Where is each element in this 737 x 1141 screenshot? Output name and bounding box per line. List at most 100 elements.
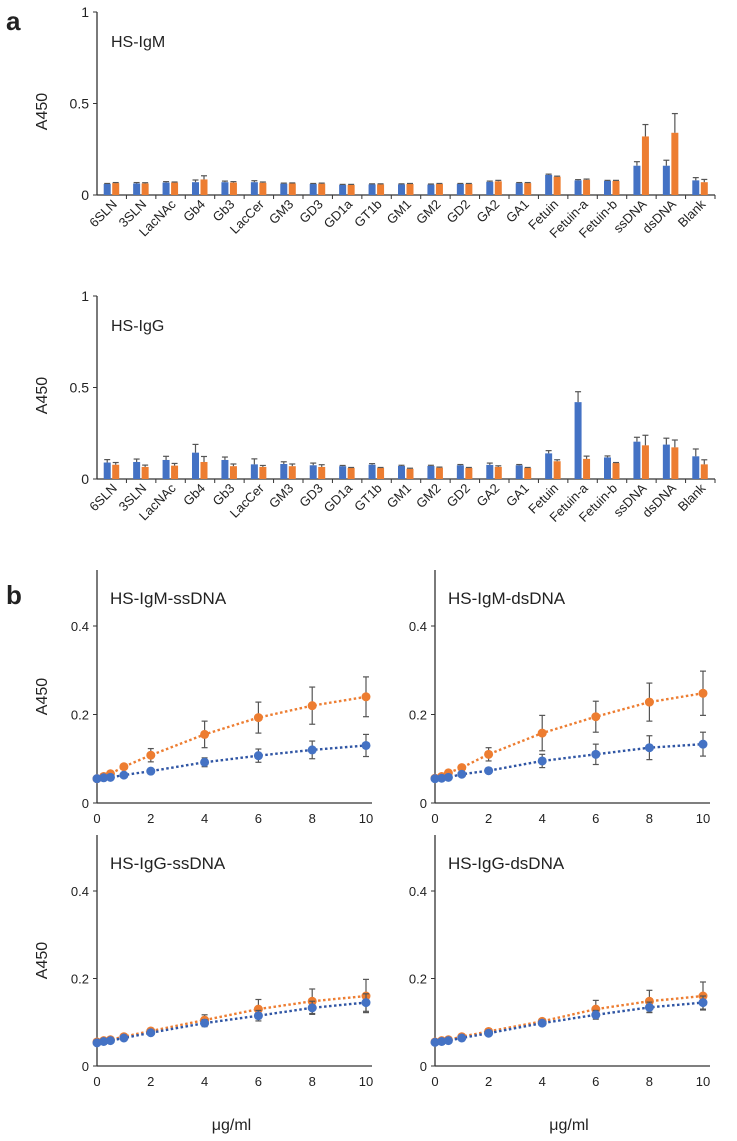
bar [221,459,229,479]
bar [103,462,111,479]
x-tick-label: GM2 [413,481,444,512]
y-axis-label: A450 [34,93,51,130]
line-chart-1: 0 0.2 0.4 0 2 4 6 8 10 HS-IgM-dsDNA [409,570,710,826]
x-tick-label: GM1 [384,197,415,228]
bar [545,174,553,195]
data-point [200,1018,210,1028]
x-tick-label: GM3 [266,197,297,228]
data-point [253,713,263,723]
x-tick-label: Blank [675,480,709,514]
x-tick-label: GT1b [351,197,385,231]
bar [612,463,620,479]
bar [288,183,296,195]
data-point [644,697,654,707]
x-tick-label: 10 [696,1074,710,1089]
data-point [146,1028,156,1038]
x-tick-label: GD2 [443,197,473,227]
data-point [484,749,494,759]
x-tick-label: LacCer [227,196,268,237]
data-point [698,998,708,1008]
bar [133,461,141,479]
x-tick-label: GA2 [473,481,502,510]
y-tick-label: 0.4 [409,619,427,634]
x-tick-label: 0 [93,1074,100,1089]
bar [633,441,641,479]
bar [377,468,385,479]
bar [309,465,317,479]
bar [318,183,326,195]
data-point [99,1037,109,1046]
bar [250,464,258,479]
x-tick-label: 2 [485,1074,492,1089]
bar [398,466,405,479]
bar [309,184,317,195]
bar [465,184,473,195]
data-point [698,688,708,698]
x-tick-label: 2 [485,811,492,826]
data-point [437,773,447,783]
y-tick-label: 0 [82,1059,89,1074]
bar [200,179,208,195]
bar [545,453,553,479]
bar [133,183,141,195]
data-point [698,739,708,749]
bar [553,176,561,195]
data-point [105,1036,115,1046]
data-point [591,712,601,722]
x-tick-label: dsDNA [639,480,679,520]
bar [604,457,611,479]
data-point [200,757,210,767]
bar [671,447,679,479]
data-point [484,1028,494,1038]
bar [103,184,111,195]
bar [347,184,355,195]
bar [221,182,229,195]
y-tick-label: 0.2 [409,708,427,723]
bar [259,182,267,195]
trend-line [434,742,704,780]
data-point [457,763,467,773]
x-tick-label: 6 [592,1074,599,1089]
bar [141,183,149,195]
bar [604,180,611,195]
trend-line [434,1001,704,1044]
x-tick-label: 8 [309,1074,316,1089]
trend-line [96,1001,367,1044]
data-point [200,729,210,739]
bar [633,165,641,195]
x-tick-label: Gb4 [180,481,208,509]
data-point [307,745,317,755]
x-tick-label: 4 [201,1074,208,1089]
x-tick-label: GT1b [351,481,385,515]
y-tick-label: 0 [420,796,427,811]
trend-line [96,994,367,1044]
bar [192,452,199,479]
x-tick-label: 6 [255,1074,262,1089]
data-point [146,750,156,760]
bar [574,180,582,195]
x-tick-label: 10 [359,1074,373,1089]
y-tick-label: 0.4 [409,884,427,899]
bar [612,180,620,195]
bar [347,468,355,479]
data-point [430,1037,440,1047]
bar [398,184,405,195]
data-point [253,1011,263,1021]
trend-line [434,692,704,780]
bar [141,466,149,479]
chart-title: HS-IgM-ssDNA [110,589,227,608]
data-point [457,1033,467,1043]
data-point [443,1036,453,1046]
x-tick-label: 6SLN [86,481,120,515]
y-tick-label: 0.2 [409,972,427,987]
bar [662,165,670,195]
bar [368,464,376,479]
bar [583,179,591,195]
bar [192,182,199,195]
data-point [99,773,109,783]
y-tick-label: 0.5 [70,380,90,396]
bar [456,465,464,479]
bar [112,464,120,479]
